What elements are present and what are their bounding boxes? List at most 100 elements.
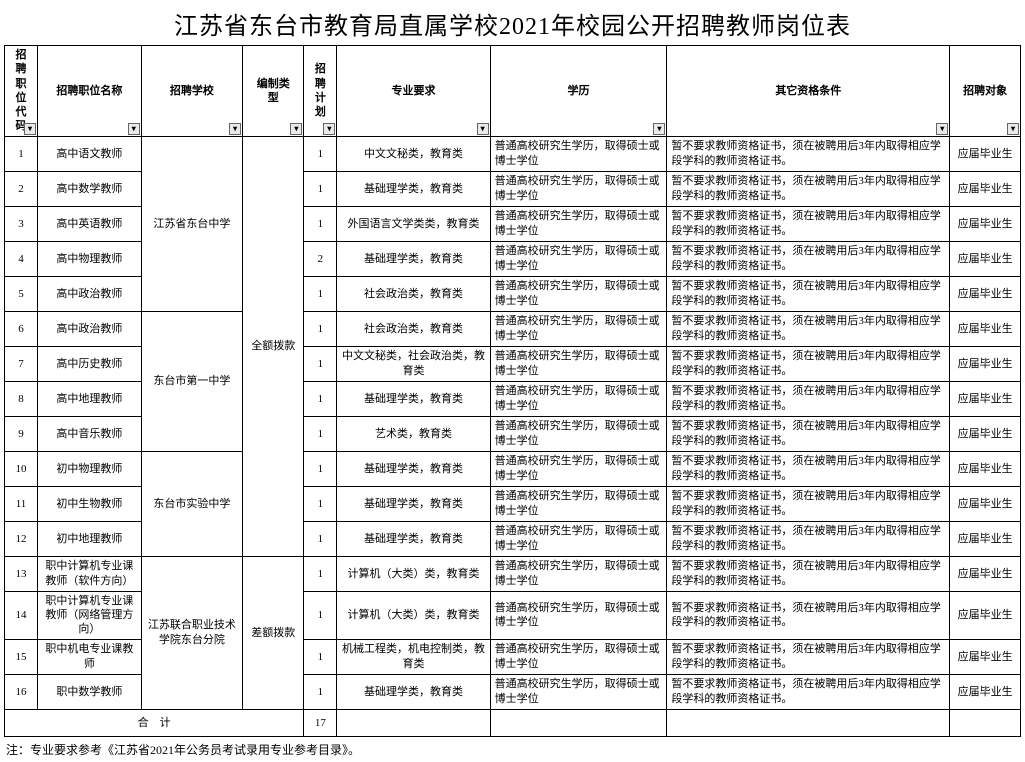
filter-dropdown-icon[interactable]: ▾ bbox=[290, 123, 302, 135]
cell-plan: 1 bbox=[304, 276, 337, 311]
cell-name: 高中政治教师 bbox=[38, 311, 142, 346]
filter-dropdown-icon[interactable]: ▾ bbox=[477, 123, 489, 135]
cell-school: 江苏联合职业技术学院东台分院 bbox=[141, 556, 242, 709]
cell-target: 应届毕业生 bbox=[950, 276, 1021, 311]
cell-plan: 1 bbox=[304, 381, 337, 416]
cell-name: 高中英语教师 bbox=[38, 206, 142, 241]
page-title: 江苏省东台市教育局直属学校2021年校园公开招聘教师岗位表 bbox=[4, 6, 1021, 41]
cell-major: 基础理学类，教育类 bbox=[337, 521, 490, 556]
filter-dropdown-icon[interactable]: ▾ bbox=[229, 123, 241, 135]
table-body: 1高中语文教师江苏省东台中学全额拨款1中文文秘类，教育类普通高校研究生学历，取得… bbox=[5, 136, 1021, 736]
cell-edu: 普通高校研究生学历，取得硕士或博士学位 bbox=[490, 451, 667, 486]
cell-qual: 暂不要求教师资格证书，须在被聘用后3年内取得相应学段学科的教师资格证书。 bbox=[667, 276, 950, 311]
cell-code: 6 bbox=[5, 311, 38, 346]
header-major[interactable]: 专业要求▾ bbox=[337, 46, 490, 137]
cell-name: 高中物理教师 bbox=[38, 241, 142, 276]
cell-plan: 1 bbox=[304, 639, 337, 674]
cell-major: 外国语言文学类类，教育类 bbox=[337, 206, 490, 241]
header-type[interactable]: 编制类型▾ bbox=[243, 46, 304, 137]
cell-edu: 普通高校研究生学历，取得硕士或博士学位 bbox=[490, 591, 667, 639]
header-edu[interactable]: 学历▾ bbox=[490, 46, 667, 137]
cell-code: 14 bbox=[5, 591, 38, 639]
cell-code: 4 bbox=[5, 241, 38, 276]
header-code[interactable]: 招聘职位代码▾ bbox=[5, 46, 38, 137]
empty-cell bbox=[667, 709, 950, 736]
cell-major: 中文文秘类，社会政治类，教育类 bbox=[337, 346, 490, 381]
cell-major: 基础理学类，教育类 bbox=[337, 381, 490, 416]
cell-plan: 2 bbox=[304, 241, 337, 276]
cell-name: 高中历史教师 bbox=[38, 346, 142, 381]
cell-code: 15 bbox=[5, 639, 38, 674]
cell-name: 高中语文教师 bbox=[38, 136, 142, 171]
cell-school: 江苏省东台中学 bbox=[141, 136, 242, 311]
header-qual[interactable]: 其它资格条件▾ bbox=[667, 46, 950, 137]
cell-edu: 普通高校研究生学历，取得硕士或博士学位 bbox=[490, 241, 667, 276]
cell-name: 职中计算机专业课教师（网络管理方向） bbox=[38, 591, 142, 639]
cell-name: 职中计算机专业课教师（软件方向） bbox=[38, 556, 142, 591]
cell-code: 13 bbox=[5, 556, 38, 591]
cell-code: 5 bbox=[5, 276, 38, 311]
cell-edu: 普通高校研究生学历，取得硕士或博士学位 bbox=[490, 486, 667, 521]
filter-dropdown-icon[interactable]: ▾ bbox=[24, 123, 36, 135]
cell-edu: 普通高校研究生学历，取得硕士或博士学位 bbox=[490, 136, 667, 171]
cell-name: 初中物理教师 bbox=[38, 451, 142, 486]
cell-school: 东台市第一中学 bbox=[141, 311, 242, 451]
cell-qual: 暂不要求教师资格证书，须在被聘用后3年内取得相应学段学科的教师资格证书。 bbox=[667, 346, 950, 381]
table-row: 10初中物理教师东台市实验中学1基础理学类，教育类普通高校研究生学历，取得硕士或… bbox=[5, 451, 1021, 486]
cell-qual: 暂不要求教师资格证书，须在被聘用后3年内取得相应学段学科的教师资格证书。 bbox=[667, 136, 950, 171]
filter-dropdown-icon[interactable]: ▾ bbox=[653, 123, 665, 135]
cell-code: 16 bbox=[5, 674, 38, 709]
cell-plan: 1 bbox=[304, 136, 337, 171]
cell-qual: 暂不要求教师资格证书，须在被聘用后3年内取得相应学段学科的教师资格证书。 bbox=[667, 674, 950, 709]
cell-major: 社会政治类，教育类 bbox=[337, 276, 490, 311]
cell-target: 应届毕业生 bbox=[950, 639, 1021, 674]
total-row: 合 计17 bbox=[5, 709, 1021, 736]
cell-edu: 普通高校研究生学历，取得硕士或博士学位 bbox=[490, 674, 667, 709]
cell-plan: 1 bbox=[304, 206, 337, 241]
cell-qual: 暂不要求教师资格证书，须在被聘用后3年内取得相应学段学科的教师资格证书。 bbox=[667, 591, 950, 639]
cell-plan: 1 bbox=[304, 591, 337, 639]
cell-qual: 暂不要求教师资格证书，须在被聘用后3年内取得相应学段学科的教师资格证书。 bbox=[667, 171, 950, 206]
cell-plan: 1 bbox=[304, 171, 337, 206]
cell-edu: 普通高校研究生学历，取得硕士或博士学位 bbox=[490, 276, 667, 311]
cell-qual: 暂不要求教师资格证书，须在被聘用后3年内取得相应学段学科的教师资格证书。 bbox=[667, 521, 950, 556]
cell-edu: 普通高校研究生学历，取得硕士或博士学位 bbox=[490, 639, 667, 674]
filter-dropdown-icon[interactable]: ▾ bbox=[128, 123, 140, 135]
cell-plan: 1 bbox=[304, 556, 337, 591]
header-school[interactable]: 招聘学校▾ bbox=[141, 46, 242, 137]
cell-code: 9 bbox=[5, 416, 38, 451]
cell-major: 基础理学类，教育类 bbox=[337, 451, 490, 486]
header-target[interactable]: 招聘对象▾ bbox=[950, 46, 1021, 137]
cell-edu: 普通高校研究生学历，取得硕士或博士学位 bbox=[490, 171, 667, 206]
header-name[interactable]: 招聘职位名称▾ bbox=[38, 46, 142, 137]
cell-qual: 暂不要求教师资格证书，须在被聘用后3年内取得相应学段学科的教师资格证书。 bbox=[667, 416, 950, 451]
table-row: 13职中计算机专业课教师（软件方向）江苏联合职业技术学院东台分院差额拨款1计算机… bbox=[5, 556, 1021, 591]
cell-edu: 普通高校研究生学历，取得硕士或博士学位 bbox=[490, 346, 667, 381]
cell-target: 应届毕业生 bbox=[950, 206, 1021, 241]
cell-name: 高中音乐教师 bbox=[38, 416, 142, 451]
cell-major: 社会政治类，教育类 bbox=[337, 311, 490, 346]
cell-target: 应届毕业生 bbox=[950, 136, 1021, 171]
cell-edu: 普通高校研究生学历，取得硕士或博士学位 bbox=[490, 311, 667, 346]
cell-qual: 暂不要求教师资格证书，须在被聘用后3年内取得相应学段学科的教师资格证书。 bbox=[667, 311, 950, 346]
cell-qual: 暂不要求教师资格证书，须在被聘用后3年内取得相应学段学科的教师资格证书。 bbox=[667, 486, 950, 521]
table-row: 6高中政治教师东台市第一中学1社会政治类，教育类普通高校研究生学历，取得硕士或博… bbox=[5, 311, 1021, 346]
cell-plan: 1 bbox=[304, 486, 337, 521]
cell-name: 高中政治教师 bbox=[38, 276, 142, 311]
cell-edu: 普通高校研究生学历，取得硕士或博士学位 bbox=[490, 381, 667, 416]
cell-edu: 普通高校研究生学历，取得硕士或博士学位 bbox=[490, 206, 667, 241]
cell-code: 8 bbox=[5, 381, 38, 416]
cell-target: 应届毕业生 bbox=[950, 241, 1021, 276]
cell-target: 应届毕业生 bbox=[950, 311, 1021, 346]
cell-code: 2 bbox=[5, 171, 38, 206]
header-plan[interactable]: 招聘计划▾ bbox=[304, 46, 337, 137]
filter-dropdown-icon[interactable]: ▾ bbox=[1007, 123, 1019, 135]
cell-target: 应届毕业生 bbox=[950, 591, 1021, 639]
empty-cell bbox=[490, 709, 667, 736]
cell-name: 高中数学教师 bbox=[38, 171, 142, 206]
cell-target: 应届毕业生 bbox=[950, 521, 1021, 556]
filter-dropdown-icon[interactable]: ▾ bbox=[323, 123, 335, 135]
cell-name: 职中数学教师 bbox=[38, 674, 142, 709]
filter-dropdown-icon[interactable]: ▾ bbox=[936, 123, 948, 135]
cell-target: 应届毕业生 bbox=[950, 171, 1021, 206]
